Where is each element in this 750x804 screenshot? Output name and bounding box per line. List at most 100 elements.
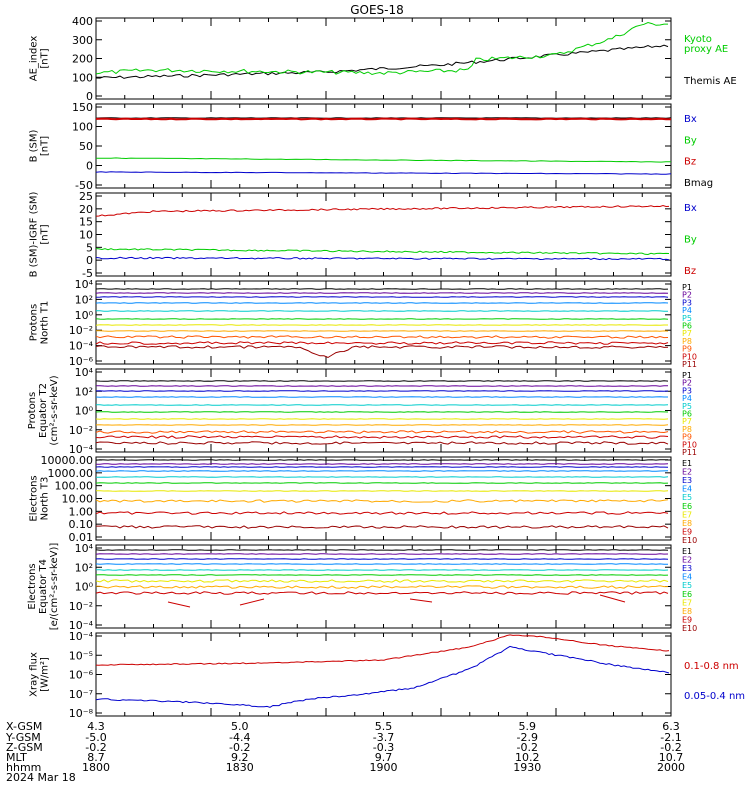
x-tick-label: 1800: [82, 761, 110, 774]
flux-line: [95, 569, 669, 571]
flux-line: [95, 341, 669, 345]
y-axis-label: AE_index: [29, 36, 40, 82]
y-axis-label: [nT]: [40, 136, 51, 156]
flux-line: [95, 324, 668, 326]
legend-entry: Bmag: [684, 178, 713, 189]
flux-line: [95, 549, 669, 551]
legend-entry: P6: [682, 322, 692, 331]
page-title: GOES-18: [350, 3, 404, 17]
y-tick-label: 100: [72, 71, 93, 84]
y-axis-label: North T3: [40, 477, 51, 521]
legend-entry: E1: [682, 547, 692, 556]
x-tick-label: -0.2: [660, 741, 681, 754]
x-tick-label: 1930: [513, 761, 541, 774]
flux-line: [95, 459, 669, 461]
y-tick-label: 10⁻²: [69, 424, 93, 437]
legend-entry: P3: [682, 386, 692, 395]
panel-bsm: 150 100 50 0 -50 B (SM) [nT] Bx By Bz Bmag: [29, 101, 714, 192]
y-tick-label: 10⁻⁵: [69, 649, 93, 662]
x-tick-label: -2.9: [517, 731, 538, 744]
panel-frame: [95, 456, 672, 541]
legend-entry: P11: [682, 360, 697, 369]
y-tick-label: 100.00: [55, 480, 94, 493]
panel-frame: [95, 192, 672, 277]
flux-line: [95, 563, 668, 565]
flux-segment: [409, 598, 433, 603]
flux-line: [95, 591, 669, 595]
y-tick-label: 5: [86, 241, 93, 254]
x-tick-label: 5.0: [231, 720, 249, 733]
flux-line: [95, 435, 669, 439]
y-tick-label: 300: [72, 34, 93, 47]
y-tick-label: 10⁴: [75, 278, 94, 291]
y-tick-label: 1.00: [69, 505, 94, 518]
legend-entry: P10: [682, 440, 697, 449]
bz-diff-line: [95, 204, 670, 217]
flux-line: [95, 292, 669, 294]
legend-entry: Themis AE: [683, 76, 737, 87]
panel-pe: 10⁴ 10² 10⁰ 10⁻² 10⁻⁴ Protons Equator T2 (cm²-s…: [27, 366, 697, 457]
legend-entry: P7: [682, 417, 692, 426]
flux-line: [96, 385, 668, 387]
y-axis-label: [nT]: [40, 224, 51, 244]
legend-entry: E10: [682, 536, 697, 545]
x-axis-row-label: hhmm: [6, 761, 41, 774]
y-tick-label: 10²: [75, 385, 93, 398]
y-tick-label: 10⁻⁴: [69, 443, 94, 456]
legend-entry: P8: [682, 337, 692, 346]
legend-entry: P2: [682, 379, 692, 388]
legend-entry: P5: [682, 314, 692, 323]
x-tick-label: -0.2: [517, 741, 538, 754]
y-axis-label: Equator T4: [38, 559, 49, 614]
legend-entry: E4: [682, 485, 692, 494]
legend-entry: 0.05-0.4 nm: [684, 691, 745, 702]
y-axis-label: North T1: [40, 301, 51, 345]
legend-entry: E8: [682, 519, 692, 528]
x-tick-label: -0.2: [85, 741, 106, 754]
legend-entry: Bx: [684, 203, 697, 214]
legend-entry: P6: [682, 410, 692, 419]
flux-line: [95, 441, 669, 445]
legend-entry: P11: [682, 448, 697, 457]
panel-ee: 10⁴ 10² 10⁰ 10⁻² 10⁻⁴ Electrons Equator T4 [e/(…: [27, 542, 697, 633]
x-tick-label: 5.9: [519, 720, 537, 733]
x-tick-label: 4.3: [87, 720, 105, 733]
y-tick-label: 25: [79, 190, 93, 203]
by-line: [96, 157, 671, 163]
xray-short-line: [95, 645, 670, 708]
flux-line: [95, 318, 669, 320]
y-tick-label: 400: [72, 15, 93, 28]
legend-entry: P3: [682, 298, 692, 307]
y-tick-label: 1000.00: [48, 467, 94, 480]
flux-line: [95, 482, 669, 484]
flux-line: [95, 335, 669, 339]
y-tick-label: 20: [79, 203, 93, 216]
x-tick-label: 9.2: [231, 751, 249, 764]
y-tick-label: 10.00: [62, 493, 94, 506]
legend-entry: P1: [682, 371, 692, 380]
legend-entry: 0.1-0.8 nm: [684, 661, 739, 672]
flux-line: [95, 499, 669, 503]
y-tick-label: 10⁰: [75, 581, 94, 594]
y-axis-label: Protons: [29, 304, 40, 341]
y-tick-label: 10⁻⁴: [69, 619, 94, 632]
flux-line: [95, 330, 669, 332]
flux-line: [95, 476, 669, 478]
legend-entry: E1: [682, 459, 692, 468]
y-axis-label: Protons: [27, 392, 38, 429]
y-tick-label: 10⁴: [75, 542, 94, 555]
y-tick-label: 10⁻⁴: [69, 630, 94, 643]
legend-entry: E6: [682, 590, 692, 599]
legend-entry: E10: [682, 624, 697, 633]
x-tick-label: 5.5: [375, 720, 393, 733]
legend-entry: E2: [682, 556, 692, 565]
flux-line: [95, 390, 669, 392]
x-tick-label: 10.7: [659, 751, 684, 764]
flux-line: [95, 553, 669, 555]
x-tick-label: 6.3: [662, 720, 680, 733]
bz-line: [95, 117, 671, 121]
x-axis-row-label: MLT: [6, 751, 27, 764]
flux-segment: [239, 598, 265, 606]
